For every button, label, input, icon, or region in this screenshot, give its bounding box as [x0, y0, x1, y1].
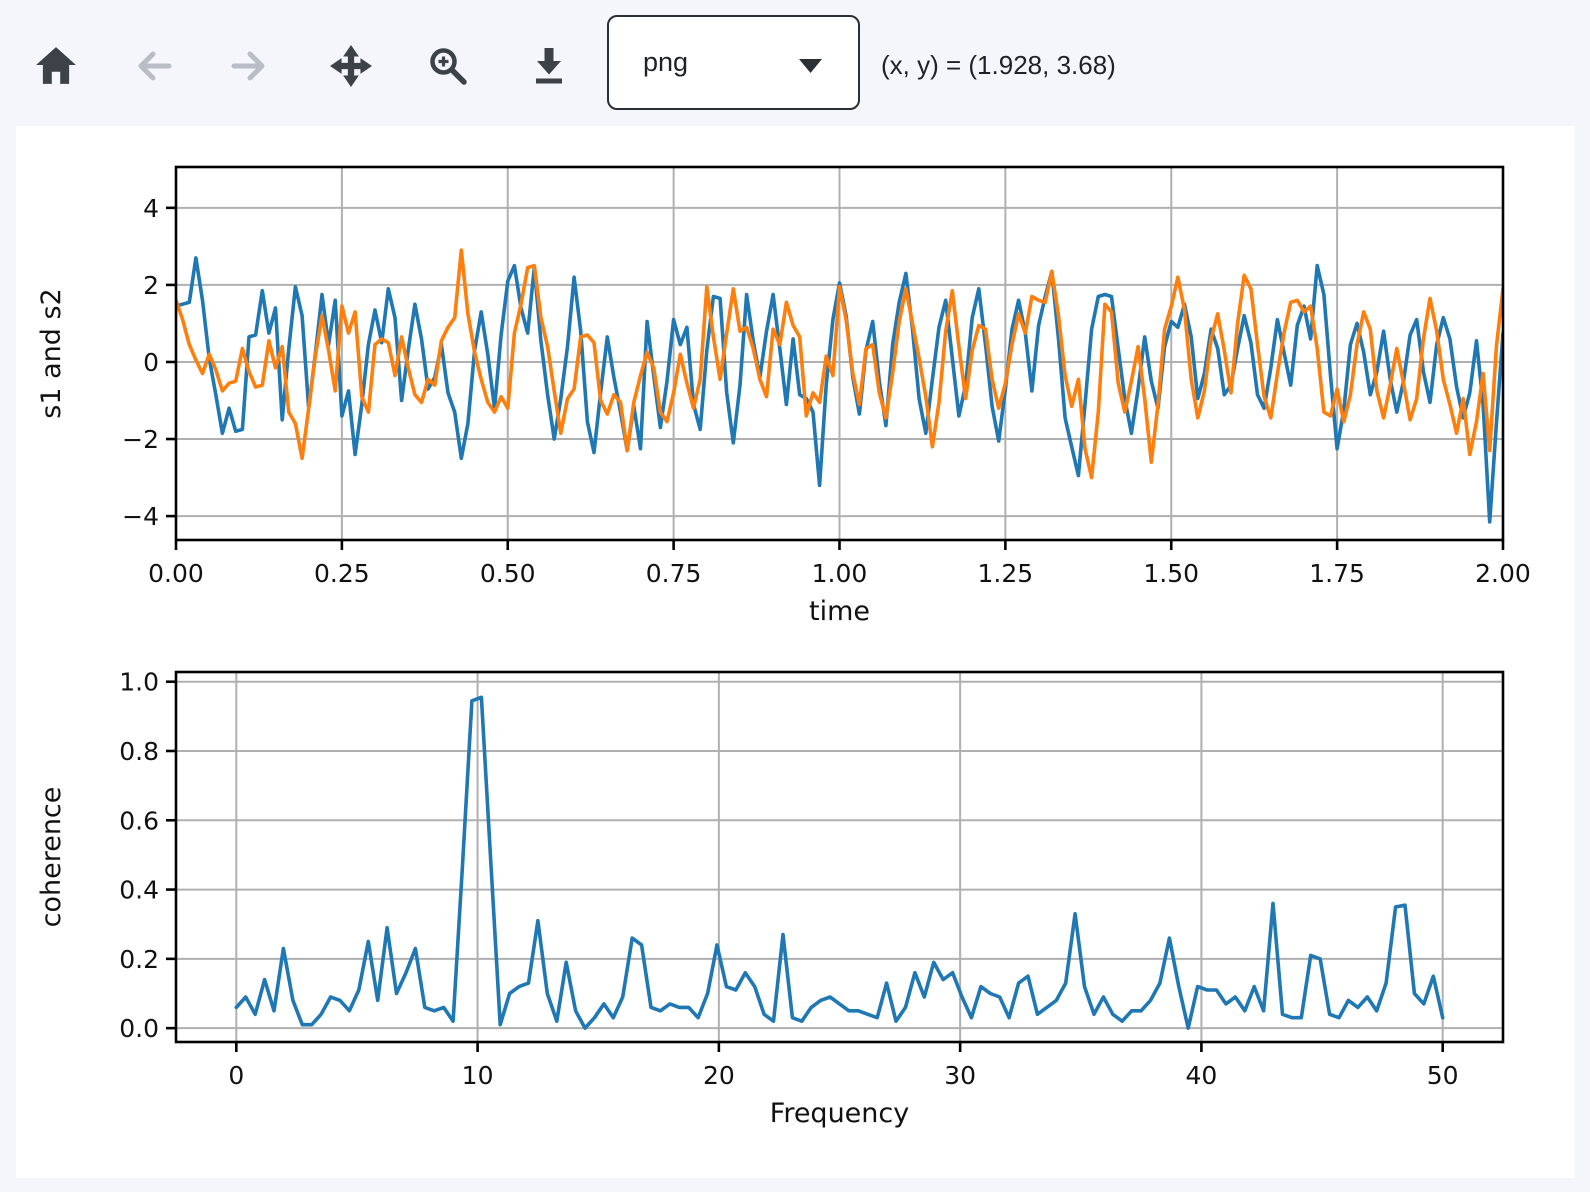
svg-text:40: 40 — [1186, 1061, 1218, 1090]
svg-text:1.25: 1.25 — [978, 559, 1034, 588]
zoom-button[interactable] — [422, 38, 474, 94]
svg-text:10: 10 — [462, 1061, 494, 1090]
signals-chart: 0.00 0.25 0.50 0.75 1.00 1.25 1.50 1.75 2.00 −4 −2… — [36, 165, 1531, 627]
svg-text:0.8: 0.8 — [119, 737, 159, 766]
cursor-coordinates: (x, y) = (1.928, 3.68) — [881, 50, 1116, 80]
svg-text:1.75: 1.75 — [1309, 559, 1365, 588]
svg-text:0.2: 0.2 — [119, 945, 159, 974]
svg-text:2.00: 2.00 — [1475, 559, 1531, 588]
svg-text:0.4: 0.4 — [119, 876, 159, 905]
svg-text:0.25: 0.25 — [314, 559, 370, 588]
download-button[interactable] — [523, 38, 575, 94]
svg-text:50: 50 — [1427, 1061, 1459, 1090]
home-icon — [36, 47, 76, 84]
svg-text:−4: −4 — [122, 502, 159, 531]
download-icon — [536, 48, 562, 84]
figure-svg: 0.00 0.25 0.50 0.75 1.00 1.25 1.50 1.75 2.00−4−2… — [36, 165, 1531, 1129]
svg-text:20: 20 — [703, 1061, 735, 1090]
svg-text:1.50: 1.50 — [1143, 559, 1199, 588]
figure-canvas[interactable]: 0.00 0.25 0.50 0.75 1.00 1.25 1.50 1.75 2.00 −4 −2… — [16, 126, 1575, 1178]
svg-text:coherence: coherence — [36, 787, 67, 928]
svg-text:time: time — [809, 596, 870, 627]
format-select-value: png — [643, 47, 689, 77]
pan-move-icon — [330, 45, 372, 87]
chevron-down-icon — [799, 59, 822, 73]
svg-text:0.6: 0.6 — [119, 806, 159, 835]
svg-text:s1 and s2: s1 and s2 — [36, 288, 67, 418]
svg-text:0.50: 0.50 — [480, 559, 536, 588]
svg-text:2: 2 — [143, 271, 159, 300]
zoom-magnifier-icon — [430, 48, 467, 85]
svg-text:0.0: 0.0 — [119, 1014, 159, 1043]
svg-text:0: 0 — [143, 348, 159, 377]
back-arrow-icon — [138, 51, 172, 81]
forward-arrow-icon — [231, 51, 265, 81]
pan-button[interactable] — [325, 38, 377, 94]
svg-text:30: 30 — [944, 1061, 976, 1090]
svg-text:1.00: 1.00 — [812, 559, 868, 588]
svg-text:1.0: 1.0 — [119, 668, 159, 697]
svg-text:−2: −2 — [122, 425, 159, 454]
svg-text:Frequency: Frequency — [770, 1098, 910, 1129]
svg-text:0.75: 0.75 — [646, 559, 702, 588]
toolbar: png (x, y) = (1.928, 3.68) — [0, 0, 1590, 126]
back-button[interactable] — [127, 38, 179, 94]
format-select[interactable]: png — [607, 15, 860, 110]
svg-text:0.00: 0.00 — [148, 559, 204, 588]
home-button[interactable] — [30, 38, 82, 94]
coherence-chart: 0 10 20 30 40 50 0.0 0.2 0.4 0.6 0.8 1.0 Frequency co… — [36, 668, 1505, 1129]
svg-text:0: 0 — [228, 1061, 244, 1090]
forward-button[interactable] — [224, 38, 276, 94]
svg-text:4: 4 — [143, 194, 159, 223]
